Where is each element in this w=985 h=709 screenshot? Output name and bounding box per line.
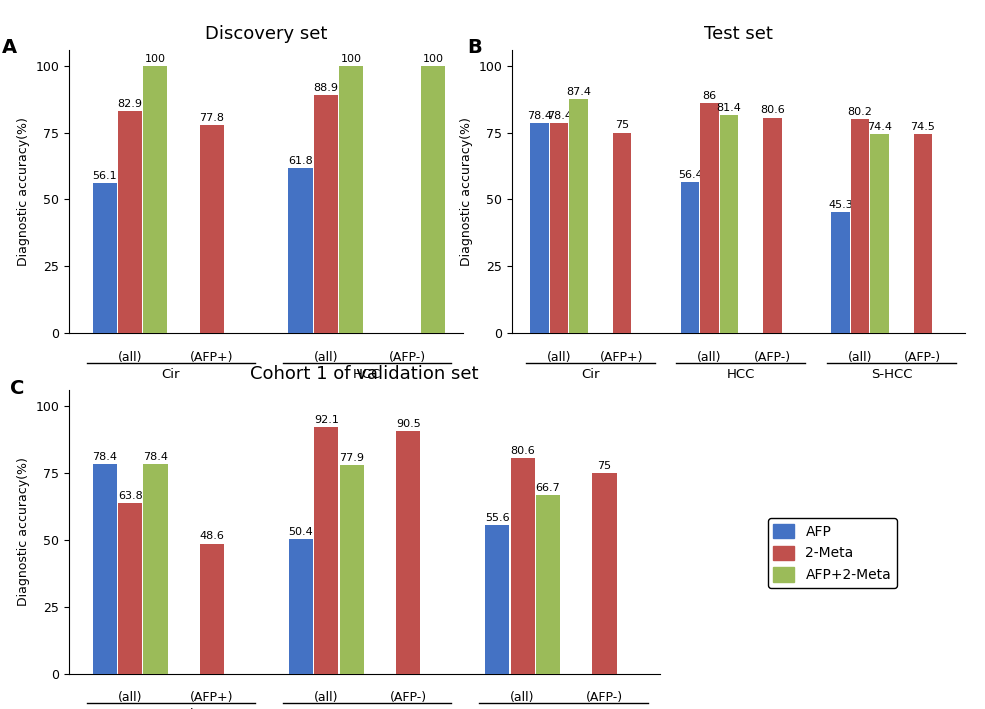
Text: 80.2: 80.2: [847, 106, 873, 116]
Bar: [851, 118, 869, 333]
Text: (AFP+): (AFP+): [190, 691, 233, 704]
Text: (AFP+): (AFP+): [190, 351, 233, 364]
Text: Cir: Cir: [581, 368, 600, 381]
Text: (all): (all): [118, 691, 143, 704]
Bar: [93, 183, 116, 333]
Text: (AFP-): (AFP-): [904, 351, 942, 364]
Bar: [144, 464, 167, 674]
Text: 92.1: 92.1: [314, 415, 339, 425]
Text: 81.4: 81.4: [716, 104, 742, 113]
Bar: [289, 168, 312, 333]
Text: A: A: [2, 38, 17, 57]
Text: 87.4: 87.4: [566, 87, 591, 97]
Text: (all): (all): [547, 351, 571, 364]
Text: HCC: HCC: [727, 368, 755, 381]
Title: Test set: Test set: [704, 25, 773, 43]
Y-axis label: Diagnostic accuracy(%): Diagnostic accuracy(%): [17, 117, 30, 266]
Bar: [593, 473, 617, 674]
Text: 80.6: 80.6: [510, 446, 535, 456]
Bar: [510, 458, 535, 674]
Bar: [613, 133, 631, 333]
Bar: [530, 123, 549, 333]
Text: 78.4: 78.4: [527, 111, 553, 121]
Bar: [340, 465, 363, 674]
Bar: [536, 495, 560, 674]
Text: 77.9: 77.9: [339, 453, 364, 463]
Text: (all): (all): [697, 351, 722, 364]
Text: 56.4: 56.4: [678, 170, 702, 180]
Text: 100: 100: [341, 54, 361, 64]
Text: 56.1: 56.1: [93, 171, 117, 181]
Text: (all): (all): [510, 691, 535, 704]
Text: 82.9: 82.9: [117, 99, 143, 109]
Text: 78.4: 78.4: [93, 452, 117, 462]
Bar: [314, 427, 339, 674]
Text: 50.4: 50.4: [289, 527, 313, 537]
Bar: [720, 116, 739, 333]
Text: 45.3: 45.3: [828, 200, 853, 210]
Text: 100: 100: [145, 54, 165, 64]
Bar: [289, 539, 313, 674]
Text: 66.7: 66.7: [536, 483, 560, 493]
Bar: [314, 96, 338, 333]
Bar: [200, 125, 224, 333]
Text: (AFP-): (AFP-): [586, 691, 624, 704]
Text: 61.8: 61.8: [289, 156, 313, 166]
Text: 74.5: 74.5: [910, 122, 936, 132]
Bar: [143, 66, 167, 333]
Text: (all): (all): [313, 351, 338, 364]
Bar: [118, 503, 142, 674]
Text: 74.4: 74.4: [867, 122, 892, 132]
Bar: [421, 66, 445, 333]
Text: (AFP-): (AFP-): [754, 351, 791, 364]
Bar: [118, 111, 142, 333]
Bar: [339, 66, 363, 333]
Text: (AFP+): (AFP+): [600, 351, 643, 364]
Text: 90.5: 90.5: [396, 419, 421, 429]
Title: Cohort 1 of validation set: Cohort 1 of validation set: [250, 365, 479, 383]
Legend: AFP, 2-Meta, AFP+2-Meta: AFP, 2-Meta, AFP+2-Meta: [768, 518, 896, 588]
Bar: [681, 182, 699, 333]
Text: HCC: HCC: [353, 368, 381, 381]
Text: 75: 75: [598, 461, 612, 471]
Text: 88.9: 88.9: [313, 83, 339, 94]
Text: S-HCC: S-HCC: [871, 368, 912, 381]
Bar: [569, 99, 588, 333]
Bar: [93, 464, 117, 674]
Text: 86: 86: [702, 91, 717, 101]
Text: 55.6: 55.6: [485, 513, 509, 523]
Bar: [913, 134, 932, 333]
Text: 75: 75: [615, 121, 629, 130]
Text: 80.6: 80.6: [760, 106, 785, 116]
Text: C: C: [10, 379, 25, 398]
Bar: [550, 123, 568, 333]
Text: (all): (all): [118, 351, 142, 364]
Bar: [396, 431, 421, 674]
Bar: [700, 103, 719, 333]
Y-axis label: Diagnostic accuracy(%): Diagnostic accuracy(%): [17, 457, 30, 606]
Text: (all): (all): [848, 351, 873, 364]
Title: Discovery set: Discovery set: [205, 25, 327, 43]
Text: B: B: [467, 38, 482, 57]
Text: 48.6: 48.6: [200, 531, 225, 542]
Text: 63.8: 63.8: [118, 491, 143, 501]
Bar: [486, 525, 509, 674]
Text: 77.8: 77.8: [199, 113, 225, 123]
Bar: [870, 134, 888, 333]
Bar: [763, 118, 782, 333]
Y-axis label: Diagnostic accuracy(%): Diagnostic accuracy(%): [460, 117, 473, 266]
Text: 100: 100: [423, 54, 443, 64]
Text: (all): (all): [314, 691, 339, 704]
Text: 78.4: 78.4: [143, 452, 168, 462]
Text: (AFP-): (AFP-): [390, 691, 427, 704]
Bar: [831, 212, 850, 333]
Bar: [200, 544, 225, 674]
Text: 78.4: 78.4: [547, 111, 571, 121]
Text: (AFP-): (AFP-): [389, 351, 427, 364]
Text: Cir: Cir: [162, 368, 180, 381]
